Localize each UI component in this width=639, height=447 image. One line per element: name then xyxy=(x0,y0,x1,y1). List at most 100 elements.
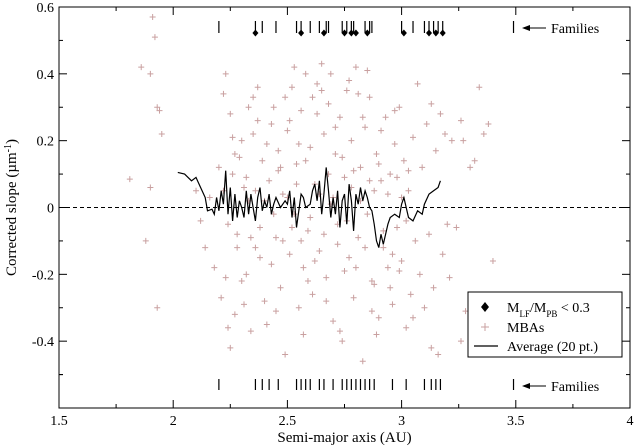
mba-point xyxy=(225,221,232,228)
families-bottom-annotation: Families xyxy=(522,380,599,395)
mba-point xyxy=(227,110,234,117)
mba-point xyxy=(325,100,332,107)
mba-point xyxy=(275,167,282,174)
mba-point xyxy=(350,167,357,174)
mba-point xyxy=(282,94,289,101)
mba-point xyxy=(362,244,369,251)
mba-point xyxy=(489,257,496,264)
mba-point xyxy=(243,174,250,181)
mba-point xyxy=(396,104,403,111)
mba-point xyxy=(441,130,448,137)
mba-point xyxy=(426,231,433,238)
mba-point xyxy=(384,264,391,271)
mba-point xyxy=(320,130,327,137)
mba-point xyxy=(339,338,346,345)
mba-point xyxy=(286,117,293,124)
mba-point xyxy=(476,84,483,91)
mba-point xyxy=(414,80,421,87)
mba-point xyxy=(222,70,229,77)
mba-point xyxy=(467,164,474,171)
mba-point xyxy=(352,64,359,71)
mba-point xyxy=(362,124,369,131)
legend-plus-glyph xyxy=(481,323,489,331)
mba-point xyxy=(460,137,467,144)
mba-point xyxy=(373,331,380,338)
mba-point xyxy=(261,298,268,305)
mba-point xyxy=(263,141,270,148)
mba-point xyxy=(263,321,270,328)
mba-point xyxy=(389,301,396,308)
families-bottom-ticks xyxy=(218,379,515,390)
family-diamond xyxy=(320,29,327,37)
mba-point xyxy=(304,227,311,234)
mba-point xyxy=(412,237,419,244)
y-axis-label-sup: -1 xyxy=(3,144,14,152)
mba-point xyxy=(368,278,375,285)
mba-point xyxy=(394,174,401,181)
mba-point xyxy=(366,94,373,101)
mba-point xyxy=(298,237,305,244)
mba-point xyxy=(142,237,149,244)
family-diamond xyxy=(364,29,371,37)
mba-point xyxy=(279,191,286,198)
families-bottom-label: Families xyxy=(551,380,599,395)
mba-point xyxy=(293,181,300,188)
mba-point xyxy=(254,84,261,91)
mba-point xyxy=(247,328,254,335)
mba-point xyxy=(323,298,330,305)
y-tick-label: -0.2 xyxy=(32,268,54,283)
mba-point xyxy=(371,281,378,288)
mba-point xyxy=(220,90,227,97)
mba-point xyxy=(316,247,323,254)
mba-point xyxy=(364,211,371,218)
mba-point xyxy=(428,344,435,351)
mba-point xyxy=(309,291,316,298)
family-diamond xyxy=(348,29,355,37)
mba-point xyxy=(423,120,430,127)
axis-ticks xyxy=(58,6,631,408)
average-line xyxy=(177,167,441,248)
mba-point xyxy=(336,328,343,335)
mba-point xyxy=(355,234,362,241)
mba-point xyxy=(307,214,314,221)
mba-point xyxy=(332,151,339,158)
x-tick-label: 2 xyxy=(170,414,177,429)
family-diamond xyxy=(439,29,446,37)
mba-point xyxy=(238,137,245,144)
mba-point xyxy=(275,147,282,154)
mba-point xyxy=(293,161,300,168)
mba-point xyxy=(355,90,362,97)
mba-point xyxy=(448,137,455,144)
x-tick-label: 3 xyxy=(398,414,405,429)
mba-point xyxy=(222,274,229,281)
mba-point xyxy=(241,184,248,191)
mba-point xyxy=(300,331,307,338)
mba-point xyxy=(327,70,334,77)
mba-point xyxy=(231,311,238,318)
mba-point xyxy=(252,187,259,194)
mba-point xyxy=(282,351,289,358)
y-axis-label: Corrected slope (µm-1) xyxy=(3,139,21,276)
mba-point xyxy=(300,264,307,271)
mba-point xyxy=(215,164,222,171)
mba-point xyxy=(295,141,302,148)
mba-point xyxy=(346,77,353,84)
mba-point xyxy=(373,151,380,158)
mba-point xyxy=(302,157,309,164)
mba-point xyxy=(288,84,295,91)
mba-point xyxy=(416,271,423,278)
mba-point xyxy=(330,318,337,325)
mba-point xyxy=(156,107,163,114)
mba-point xyxy=(444,221,451,228)
mba-point xyxy=(149,14,156,21)
family-diamond xyxy=(341,29,348,37)
mba-point xyxy=(247,234,254,241)
families-top-annotation: Families xyxy=(522,22,599,37)
mba-point xyxy=(225,324,232,331)
mba-point xyxy=(375,314,382,321)
family-diamond xyxy=(252,29,259,37)
legend-label-average: Average (20 pt.) xyxy=(507,340,598,355)
y-tick-label: 0.2 xyxy=(37,135,55,150)
mba-point xyxy=(446,274,453,281)
mba-point xyxy=(147,70,154,77)
